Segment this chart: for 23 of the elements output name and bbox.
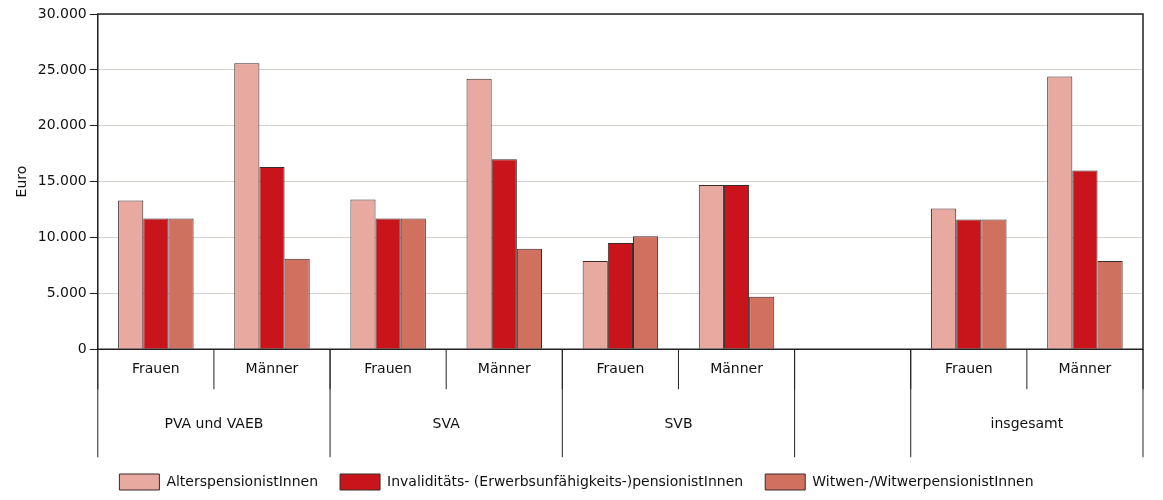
y-tick-label: 10.000 (37, 228, 87, 245)
y-tick-label: 20.000 (37, 116, 87, 133)
y-tick-label: 25.000 (37, 60, 87, 77)
legend-label: AlterspensionistInnen (166, 472, 319, 489)
legend-label: Witwen-/WitwerpensionistInnen (812, 472, 1034, 489)
y-tick-label: 30.000 (37, 4, 87, 21)
x-tick-label: Frauen (944, 360, 993, 377)
legend-label: Invaliditäts- (Erwerbsunfähigkeits-)pensionistInnen (387, 472, 744, 489)
y-tick-label: 5.000 (46, 283, 87, 300)
x-tick-label: Männer (477, 360, 531, 377)
text: PVA und VAEB (164, 414, 264, 431)
text: SVA (432, 414, 461, 431)
x-tick-label: Männer (245, 360, 299, 377)
x-tick-label: Frauen (596, 360, 645, 377)
text: insgesamt (990, 414, 1064, 431)
x-tick-label: Frauen (364, 360, 412, 377)
y-axis-title: Euro (13, 165, 30, 198)
x-tick-label: Männer (1058, 360, 1112, 377)
y-tick-label: 15.000 (37, 172, 87, 189)
y-tick-label: 0 (77, 339, 87, 356)
x-tick-label: Frauen (131, 360, 180, 377)
text: SVB (664, 414, 693, 431)
x-tick-label: Männer (710, 360, 764, 377)
